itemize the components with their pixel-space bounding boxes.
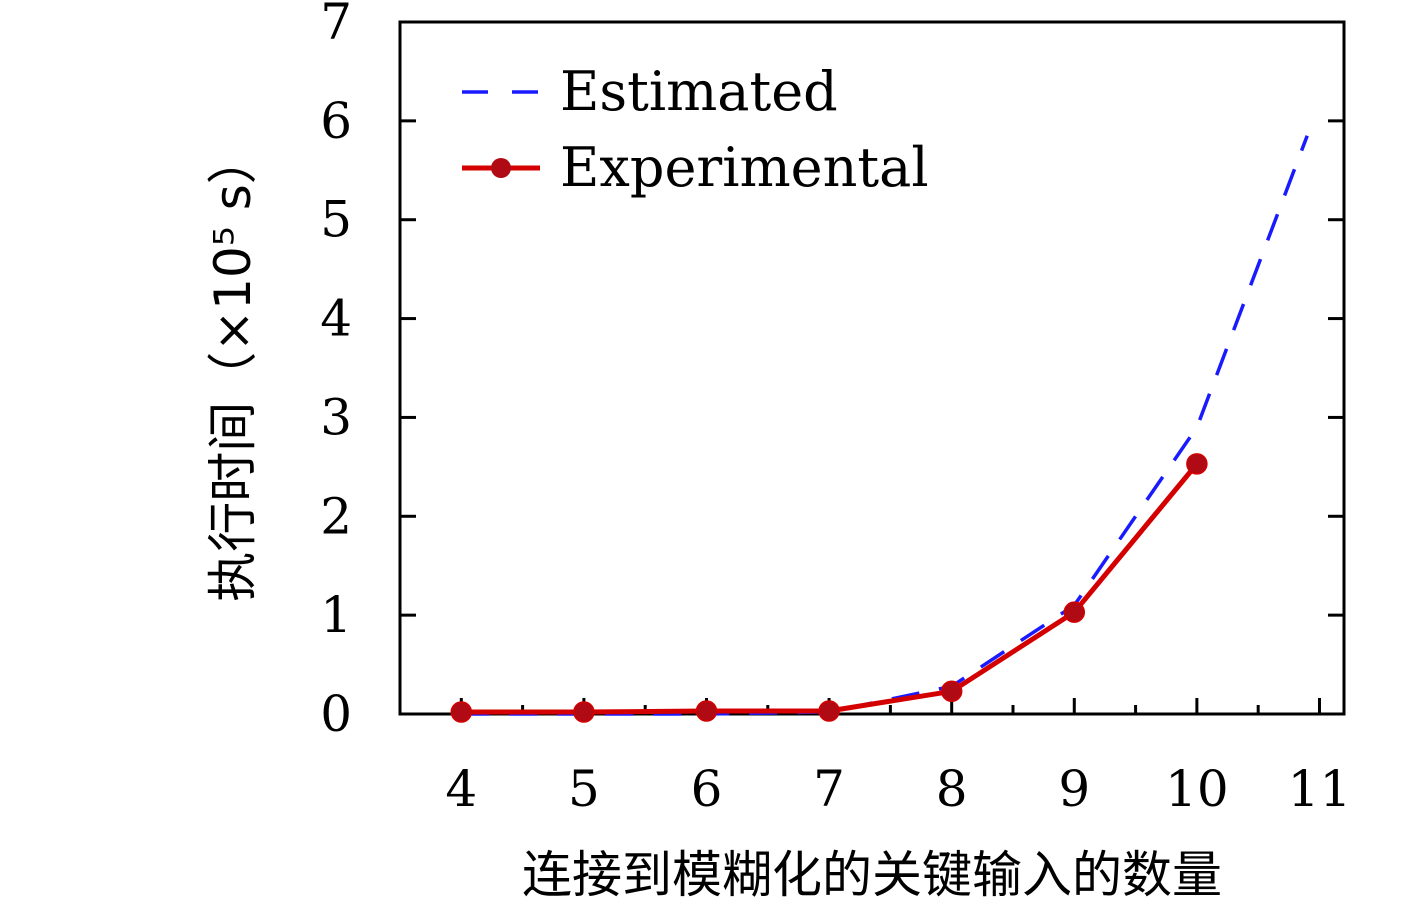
data-point-experimental [1063,601,1086,623]
y-axis-title: 执行时间（×10⁵ s） [204,134,262,602]
series-layer [450,135,1309,723]
y-tick-label: 1 [320,586,352,644]
data-point-experimental [573,701,595,723]
legend-marker-experimental [491,158,511,178]
legend: Estimated Experimental [462,60,929,199]
series-line-experimental [461,462,1199,715]
x-tick-label: 4 [445,760,477,818]
x-axis-title: 连接到模糊化的关键输入的数量 [522,846,1222,904]
plot-frame [398,20,1346,716]
series-line-estimated [461,135,1309,716]
y-axis: 0 1 2 3 4 5 6 7 [320,0,1344,743]
x-tick-label: 10 [1165,760,1229,818]
y-tick-label: 3 [320,388,352,446]
x-tick-label: 5 [568,760,600,818]
data-point-experimental [818,700,840,722]
legend-label: Experimental [560,136,929,199]
plot-border [398,20,1346,716]
x-tick-label: 8 [936,760,968,818]
x-tick-label: 11 [1288,760,1352,818]
data-point-experimental [940,680,963,703]
data-point-experimental [450,701,473,723]
y-tick-label: 6 [320,92,352,150]
data-point-experimental [1186,453,1208,475]
x-tick-label: 7 [813,760,845,818]
data-point-experimental [695,700,718,722]
y-tick-label: 4 [320,290,352,348]
legend-label: Estimated [560,60,838,123]
x-axis: 4 5 6 7 8 9 10 11 [445,698,1351,818]
x-tick-label: 6 [691,760,723,818]
y-tick-label: 2 [320,487,352,545]
x-tick-label: 9 [1058,760,1090,818]
y-tick-label: 5 [320,191,352,249]
y-tick-label: 7 [320,0,352,51]
y-tick-label: 0 [320,685,352,743]
